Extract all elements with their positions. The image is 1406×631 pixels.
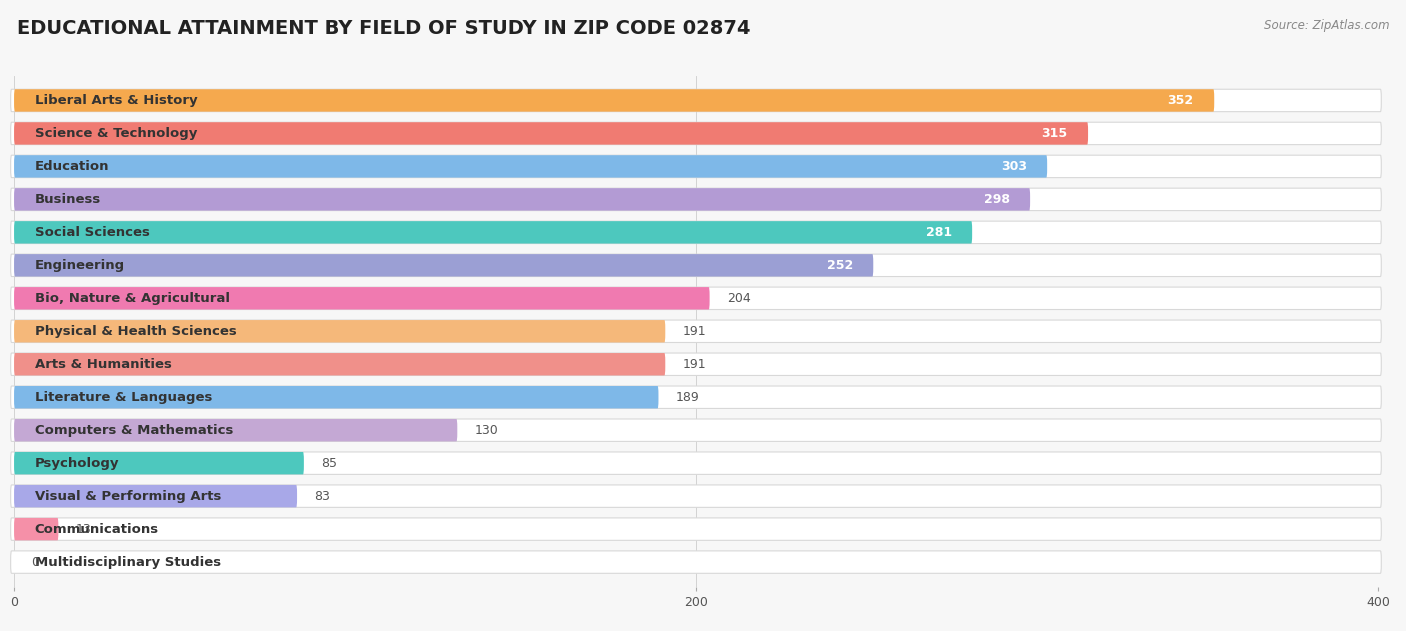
Text: Bio, Nature & Agricultural: Bio, Nature & Agricultural [35, 292, 229, 305]
Text: 85: 85 [321, 457, 337, 469]
FancyBboxPatch shape [14, 452, 304, 475]
FancyBboxPatch shape [14, 188, 1031, 211]
Text: Computers & Mathematics: Computers & Mathematics [35, 423, 233, 437]
FancyBboxPatch shape [14, 221, 972, 244]
Text: 13: 13 [76, 522, 91, 536]
Text: 303: 303 [1001, 160, 1026, 173]
Text: 315: 315 [1042, 127, 1067, 140]
FancyBboxPatch shape [11, 155, 1381, 177]
Text: 252: 252 [827, 259, 853, 272]
FancyBboxPatch shape [11, 353, 1381, 375]
FancyBboxPatch shape [11, 254, 1381, 276]
Text: Engineering: Engineering [35, 259, 125, 272]
Text: 83: 83 [314, 490, 330, 503]
Text: 130: 130 [474, 423, 498, 437]
Text: Arts & Humanities: Arts & Humanities [35, 358, 172, 371]
FancyBboxPatch shape [11, 221, 1381, 244]
FancyBboxPatch shape [14, 485, 297, 507]
FancyBboxPatch shape [11, 485, 1381, 507]
FancyBboxPatch shape [14, 155, 1047, 177]
FancyBboxPatch shape [11, 452, 1381, 475]
FancyBboxPatch shape [11, 551, 1381, 574]
Text: Visual & Performing Arts: Visual & Performing Arts [35, 490, 221, 503]
FancyBboxPatch shape [14, 287, 710, 310]
FancyBboxPatch shape [11, 419, 1381, 442]
Text: 298: 298 [984, 193, 1010, 206]
Text: Business: Business [35, 193, 101, 206]
Text: Education: Education [35, 160, 110, 173]
FancyBboxPatch shape [14, 353, 665, 375]
Text: Social Sciences: Social Sciences [35, 226, 149, 239]
FancyBboxPatch shape [11, 122, 1381, 144]
Text: 191: 191 [682, 358, 706, 371]
Text: 189: 189 [675, 391, 699, 404]
FancyBboxPatch shape [14, 320, 665, 343]
Text: Science & Technology: Science & Technology [35, 127, 197, 140]
FancyBboxPatch shape [14, 89, 1215, 112]
Text: Liberal Arts & History: Liberal Arts & History [35, 94, 197, 107]
Text: Source: ZipAtlas.com: Source: ZipAtlas.com [1264, 19, 1389, 32]
Text: Multidisciplinary Studies: Multidisciplinary Studies [35, 556, 221, 569]
Text: 0: 0 [31, 556, 39, 569]
Text: Psychology: Psychology [35, 457, 120, 469]
FancyBboxPatch shape [11, 320, 1381, 343]
FancyBboxPatch shape [11, 89, 1381, 112]
FancyBboxPatch shape [14, 122, 1088, 144]
Text: Communications: Communications [35, 522, 159, 536]
FancyBboxPatch shape [11, 188, 1381, 211]
Text: Physical & Health Sciences: Physical & Health Sciences [35, 325, 236, 338]
FancyBboxPatch shape [14, 386, 658, 408]
FancyBboxPatch shape [11, 386, 1381, 408]
Text: Literature & Languages: Literature & Languages [35, 391, 212, 404]
Text: EDUCATIONAL ATTAINMENT BY FIELD OF STUDY IN ZIP CODE 02874: EDUCATIONAL ATTAINMENT BY FIELD OF STUDY… [17, 19, 751, 38]
Text: 281: 281 [925, 226, 952, 239]
FancyBboxPatch shape [14, 254, 873, 276]
FancyBboxPatch shape [11, 518, 1381, 540]
FancyBboxPatch shape [14, 518, 59, 540]
Text: 191: 191 [682, 325, 706, 338]
FancyBboxPatch shape [14, 419, 457, 442]
Text: 204: 204 [727, 292, 751, 305]
Text: 352: 352 [1167, 94, 1194, 107]
FancyBboxPatch shape [11, 287, 1381, 310]
